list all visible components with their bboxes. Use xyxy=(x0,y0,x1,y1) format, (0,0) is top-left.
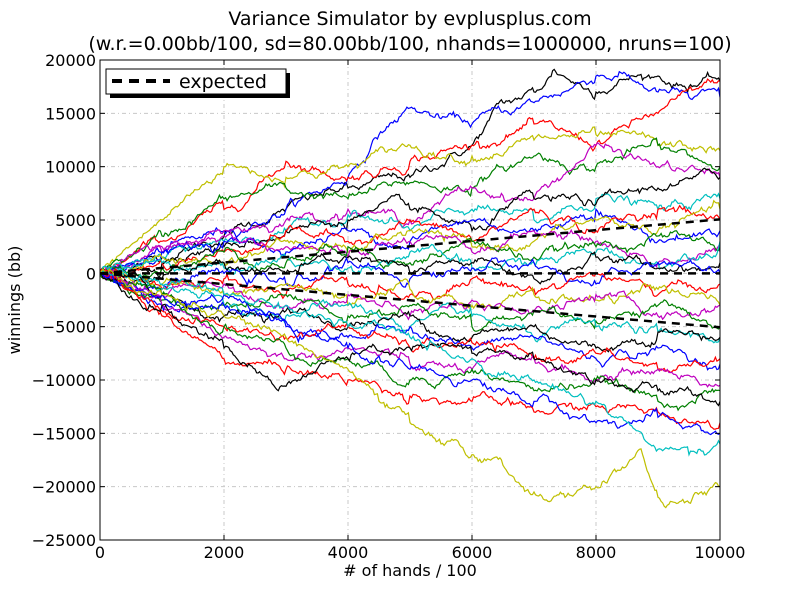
y-tick-label: 15000 xyxy=(45,104,96,123)
y-tick-label: −15000 xyxy=(32,424,96,443)
chart-subtitle: (w.r.=0.00bb/100, sd=80.00bb/100, nhands… xyxy=(88,33,731,55)
y-tick-label: 10000 xyxy=(45,158,96,177)
series-line-1 xyxy=(100,70,720,274)
series-line-13 xyxy=(100,241,720,276)
series-line-7 xyxy=(100,167,720,280)
axis-ticks: 0 2000 4000 6000 8000 10000 −25000 −20000 −15000… xyxy=(32,51,746,562)
series-line-0 xyxy=(100,68,720,274)
series-line-3 xyxy=(100,126,720,274)
y-tick-label: −5000 xyxy=(42,318,96,337)
x-axis-label: # of hands / 100 xyxy=(343,561,477,580)
series-line-21 xyxy=(100,268,720,353)
series-line-26 xyxy=(100,268,720,430)
series-line-29 xyxy=(100,268,720,457)
series-line-27 xyxy=(100,272,720,407)
plot-frame xyxy=(99,59,721,541)
y-tick-label: −20000 xyxy=(32,478,96,497)
series-line-25 xyxy=(100,273,720,412)
y-tick-label: 5000 xyxy=(55,211,96,230)
series-line-4 xyxy=(100,137,720,274)
y-tick-label: 0 xyxy=(86,264,96,283)
chart-title: Variance Simulator by evplusplus.com xyxy=(228,8,591,30)
x-tick-label: 10000 xyxy=(695,543,746,562)
series-line-28 xyxy=(100,272,720,436)
y-tick-label: −25000 xyxy=(32,531,96,550)
series-line-30 xyxy=(100,268,720,509)
expected-lines xyxy=(100,218,720,329)
x-tick-label: 2000 xyxy=(204,543,245,562)
series-line-22 xyxy=(100,272,720,371)
y-axis-label: winnings (bb) xyxy=(5,246,24,355)
x-tick-label: 8000 xyxy=(576,543,617,562)
series-line-16 xyxy=(100,271,720,301)
expected-line-2 xyxy=(100,272,720,329)
series-line-15 xyxy=(100,256,720,291)
series-line-17 xyxy=(100,270,720,310)
series-line-10 xyxy=(100,199,720,276)
x-tick-label: 0 xyxy=(95,543,105,562)
series-line-19 xyxy=(100,272,720,332)
y-tick-label: −10000 xyxy=(32,371,96,390)
series-line-12 xyxy=(100,230,720,279)
series-line-2 xyxy=(100,78,720,278)
y-tick-label: 20000 xyxy=(45,51,96,70)
legend-expected-label: expected xyxy=(179,71,267,93)
series-line-24 xyxy=(100,272,720,388)
x-tick-label: 6000 xyxy=(452,543,493,562)
legend: expected xyxy=(105,68,290,98)
series-line-11 xyxy=(100,228,720,278)
x-tick-label: 4000 xyxy=(328,543,369,562)
expected-line-1 xyxy=(100,218,720,275)
